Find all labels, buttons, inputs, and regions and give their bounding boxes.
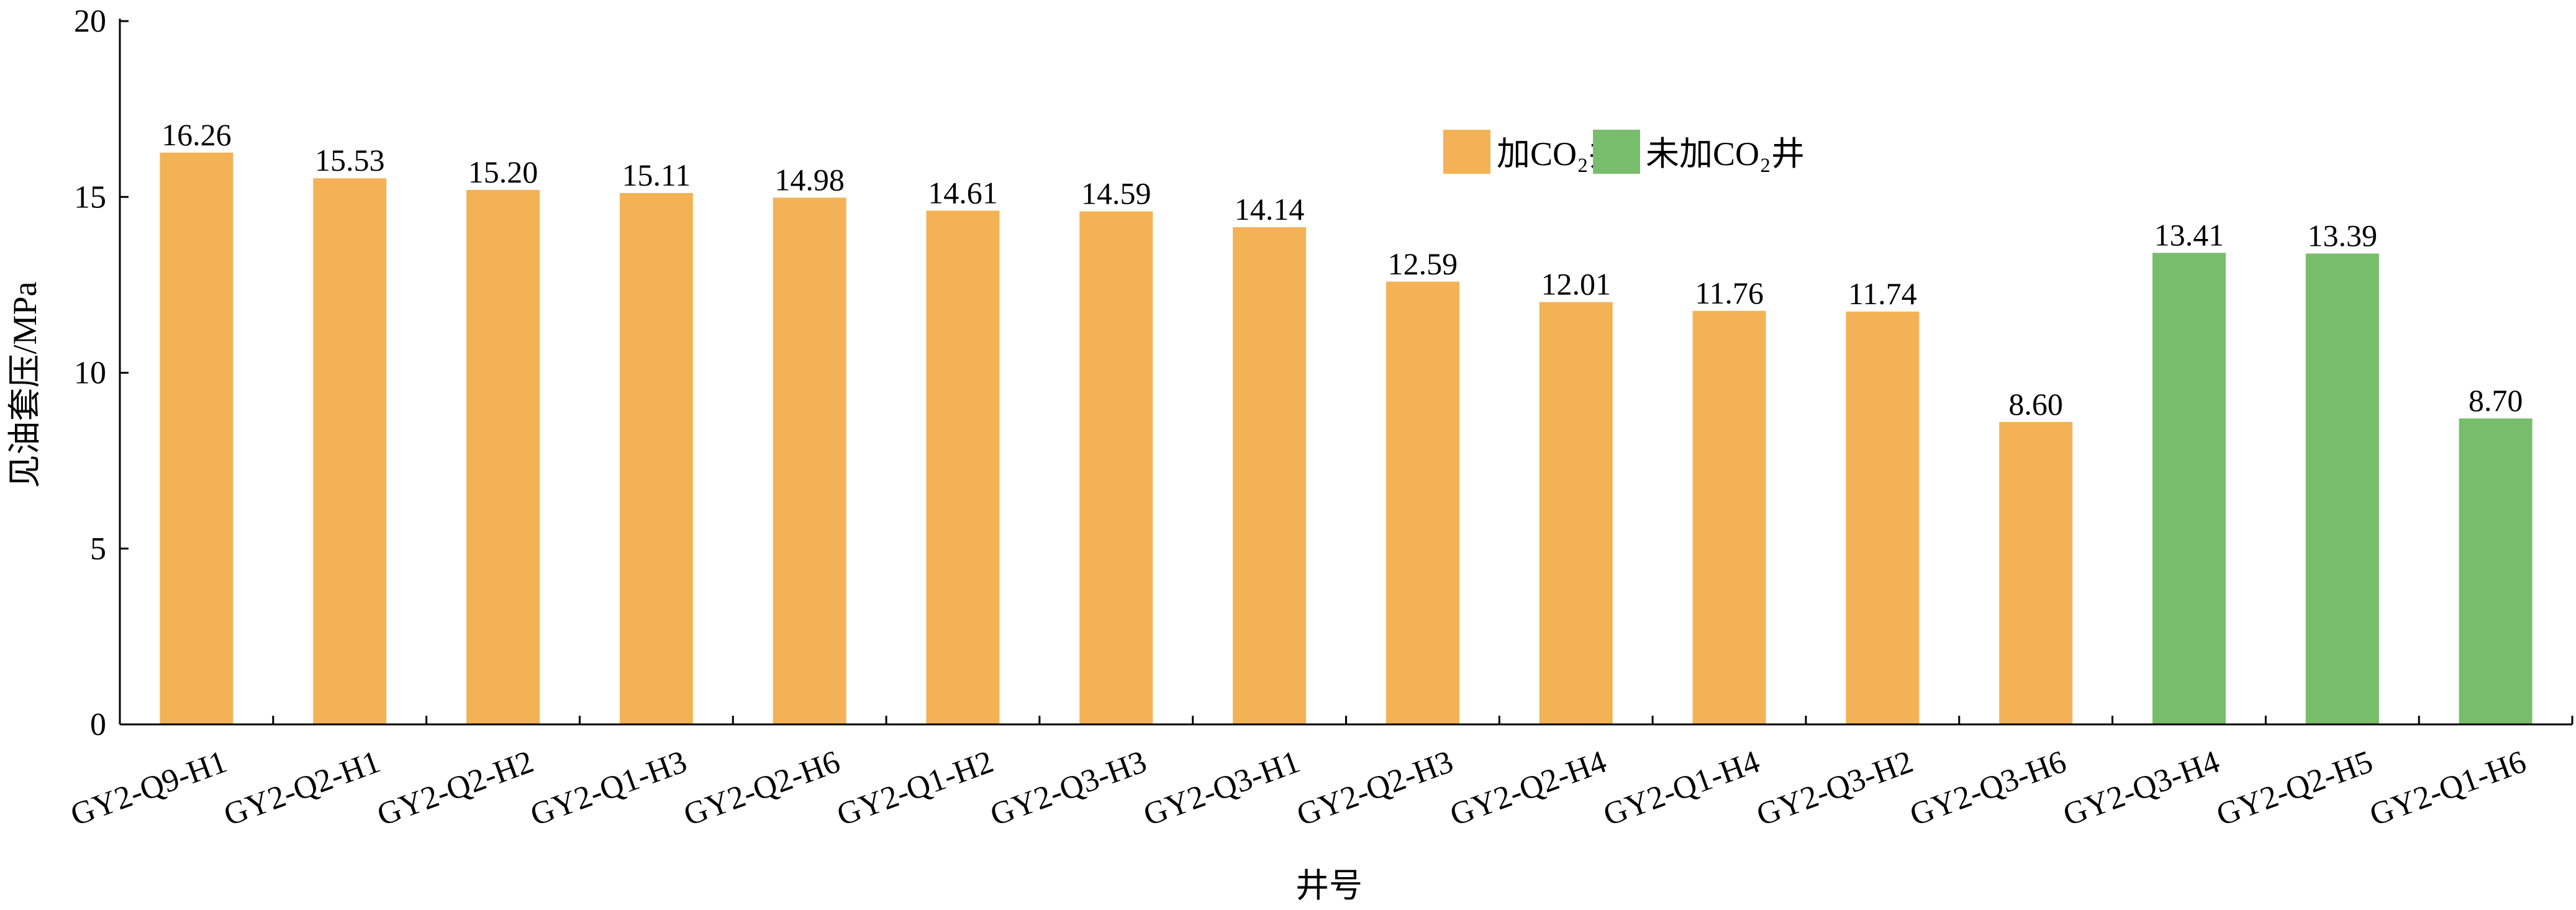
value-label: 13.39 (2308, 218, 2378, 253)
value-label: 14.98 (774, 162, 845, 197)
bar-GY2-Q2-H5 (2305, 253, 2379, 724)
bar-GY2-Q2-H4 (1539, 302, 1613, 724)
bar-GY2-Q2-H1 (313, 178, 387, 725)
value-label: 14.59 (1081, 176, 1151, 210)
x-tick-label: GY2-Q2-H2 (373, 744, 538, 833)
y-axis-title: 见油套压/MPa (6, 281, 43, 488)
value-label: 12.01 (1541, 267, 1611, 302)
value-label: 12.59 (1388, 246, 1458, 281)
x-tick-label: GY2-Q2-H5 (2212, 744, 2377, 833)
x-tick-label: GY2-Q3-H3 (986, 744, 1151, 833)
bar-GY2-Q1-H3 (619, 193, 693, 724)
x-tick-label: GY2-Q3-H4 (2059, 744, 2224, 833)
value-label: 15.20 (468, 155, 538, 189)
value-label: 15.53 (315, 143, 385, 178)
bar-GY2-Q2-H3 (1386, 281, 1459, 724)
x-tick-label: GY2-Q3-H2 (1752, 744, 1917, 833)
x-tick-label: GY2-Q1-H6 (2365, 744, 2531, 833)
x-tick-label: GY2-Q2-H3 (1292, 744, 1458, 833)
y-tick-label: 15 (74, 179, 106, 215)
legend-swatch-no-co2 (1593, 130, 1640, 174)
legend-swatch-co2 (1443, 130, 1490, 174)
bar-GY2-Q2-H2 (466, 189, 540, 724)
bar-GY2-Q1-H2 (926, 210, 1000, 724)
value-label: 14.61 (928, 175, 998, 210)
bar-GY2-Q3-H1 (1233, 227, 1307, 724)
value-label: 11.74 (1848, 276, 1917, 311)
y-tick-label: 10 (74, 356, 106, 391)
value-label: 16.26 (161, 117, 232, 152)
legend-label-no-co2: 未加CO₂井 (1646, 135, 1805, 173)
x-tick-label: GY2-Q2-H6 (679, 744, 845, 833)
x-tick-label: GY2-Q2-H1 (219, 744, 384, 833)
value-label: 15.11 (622, 158, 691, 192)
x-tick-label: GY2-Q3-H6 (1905, 744, 2070, 833)
value-label: 11.76 (1695, 276, 1764, 310)
x-tick-label: GY2-Q1-H4 (1599, 744, 1764, 833)
bar-GY2-Q3-H2 (1846, 311, 1920, 725)
x-tick-label: GY2-Q1-H3 (526, 744, 691, 833)
bar-GY2-Q3-H6 (1999, 421, 2073, 724)
y-tick-label: 20 (74, 4, 106, 39)
bar-GY2-Q2-H6 (773, 197, 846, 724)
x-tick-label: GY2-Q3-H1 (1139, 744, 1304, 833)
bar-GY2-Q3-H3 (1079, 211, 1153, 724)
value-label: 8.60 (2008, 387, 2063, 421)
bar-GY2-Q3-H4 (2152, 253, 2226, 724)
y-tick-label: 0 (90, 707, 106, 742)
y-tick-label: 5 (90, 531, 106, 567)
bar-GY2-Q9-H1 (160, 152, 234, 725)
x-tick-label: GY2-Q9-H1 (66, 744, 231, 833)
value-label: 8.70 (2469, 383, 2523, 418)
bar-GY2-Q1-H6 (2459, 418, 2533, 724)
x-tick-label: GY2-Q1-H2 (832, 744, 997, 833)
bar-GY2-Q1-H4 (1692, 310, 1766, 724)
x-axis-title: 井号 (1295, 867, 1363, 904)
value-label: 14.14 (1235, 192, 1305, 227)
legend: 加CO₂井 未加CO₂井 (1443, 130, 1805, 174)
x-tick-label: GY2-Q2-H4 (1446, 744, 1611, 833)
value-label: 13.41 (2154, 217, 2225, 252)
